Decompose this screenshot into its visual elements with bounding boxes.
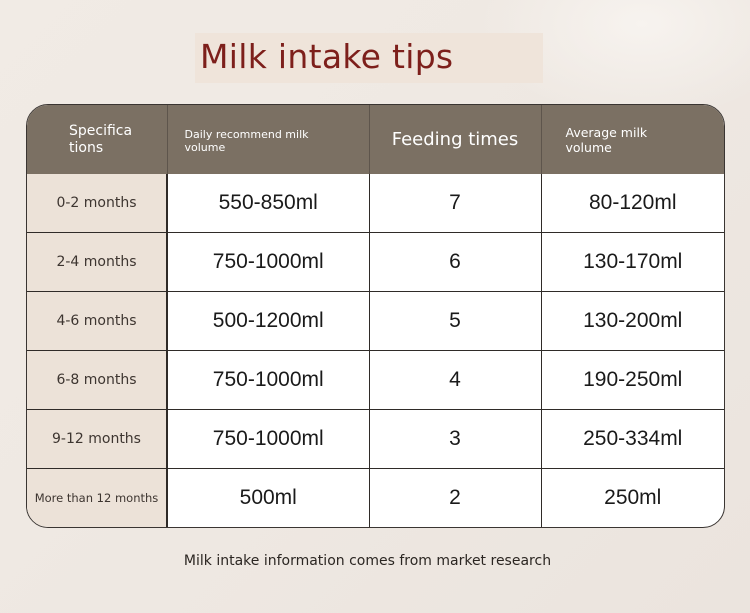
table-row: 6-8 months 750-1000ml 4 190-250ml [27, 349, 724, 410]
footer-note: Milk intake information comes from marke… [183, 553, 552, 569]
header-average-volume-label: Average milk volume [565, 124, 648, 155]
header-specifications: Specifica tions [27, 105, 168, 174]
cell-spec: 6-8 months [27, 349, 168, 410]
header-daily-volume-label: Daily recommend milk volume [184, 127, 309, 154]
table-header: Specifica tions Daily recommend milk vol… [27, 105, 724, 174]
milk-intake-table: Specifica tions Daily recommend milk vol… [26, 104, 725, 528]
cell-daily: 750-1000ml [167, 409, 370, 469]
cell-average: 130-170ml [541, 231, 724, 292]
cell-feeding: 7 [369, 174, 542, 233]
table: Specifica tions Daily recommend milk vol… [27, 105, 724, 527]
table-row: 4-6 months 500-1200ml 5 130-200ml [27, 290, 724, 351]
cell-daily: 750-1000ml [167, 349, 370, 410]
header-feeding-times: Feeding times [369, 105, 542, 174]
header-row: Specifica tions Daily recommend milk vol… [27, 105, 724, 174]
table-row: 2-4 months 750-1000ml 6 130-170ml [27, 231, 724, 292]
table-row: More than 12 months 500ml 2 250ml [27, 468, 724, 527]
cell-spec: 2-4 months [27, 231, 168, 292]
cell-feeding: 5 [369, 290, 542, 351]
header-specifications-label: Specifica tions [69, 122, 133, 156]
header-feeding-times-label: Feeding times [391, 129, 519, 150]
header-average-volume: Average milk volume [541, 105, 724, 174]
table-body: 0-2 months 550-850ml 7 80-120ml 2-4 mont… [27, 174, 724, 527]
cell-average: 80-120ml [588, 190, 677, 214]
cell-spec: More than 12 months [27, 468, 168, 527]
cell-daily: 550-850ml [167, 174, 370, 233]
cell-average: 130-200ml [541, 290, 724, 351]
cell-feeding: 3 [369, 409, 542, 469]
header-daily-volume: Daily recommend milk volume [167, 105, 370, 174]
title-band [195, 33, 543, 83]
cell-spec: 4-6 months [27, 290, 168, 351]
table-row: 0-2 months 550-850ml 7 80-120ml [27, 174, 724, 233]
cell-feeding: 4 [369, 349, 542, 410]
table-row: 9-12 months 750-1000ml 3 250-334ml [27, 409, 724, 469]
page-title: Milk intake tips [200, 37, 454, 76]
cell-average: 250ml [541, 468, 724, 527]
cell-spec: 0-2 months [27, 174, 168, 233]
cell-daily: 500-1200ml [167, 290, 370, 351]
cell-feeding: 2 [369, 468, 542, 527]
cell-feeding: 6 [369, 231, 542, 292]
cell-daily: 500ml [167, 468, 370, 527]
cell-average: 190-250ml [541, 349, 724, 410]
cell-daily: 750-1000ml [167, 231, 370, 292]
cell-spec: 9-12 months [27, 409, 168, 469]
cell-average: 250-334ml [541, 409, 724, 469]
